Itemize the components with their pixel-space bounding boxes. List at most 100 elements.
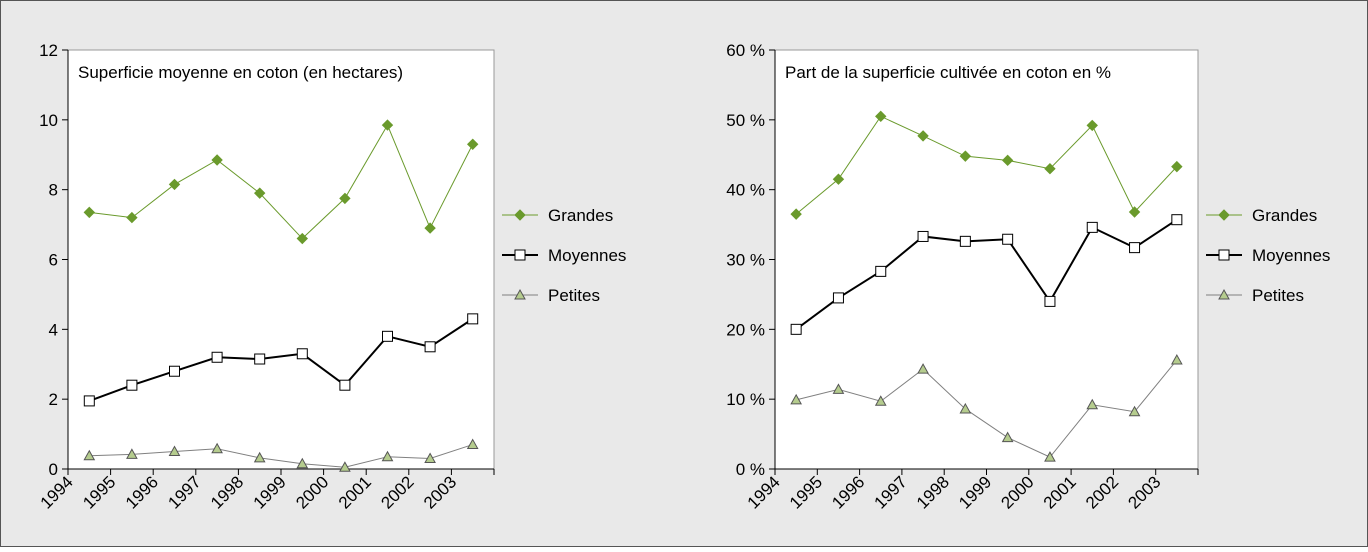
marker bbox=[168, 178, 181, 191]
marker bbox=[466, 138, 479, 150]
y-tick-label: 20 % bbox=[726, 320, 765, 339]
y-tick-label: 8 bbox=[49, 181, 58, 200]
marker bbox=[790, 393, 802, 405]
y-tick-label: 60 % bbox=[726, 41, 765, 60]
marker bbox=[1044, 295, 1056, 307]
marker bbox=[1171, 354, 1183, 365]
marker bbox=[296, 348, 308, 360]
marker bbox=[296, 232, 309, 245]
series-line bbox=[796, 359, 1178, 458]
marker bbox=[959, 402, 972, 414]
marker bbox=[211, 154, 223, 166]
marker bbox=[1002, 233, 1014, 245]
marker bbox=[381, 450, 394, 462]
marker bbox=[1044, 451, 1056, 462]
marker bbox=[1171, 214, 1183, 226]
marker bbox=[875, 265, 887, 277]
marker bbox=[1218, 288, 1230, 300]
marker bbox=[253, 187, 266, 199]
marker bbox=[832, 383, 845, 394]
chart-title: Superficie moyenne en coton (en hectares… bbox=[78, 63, 403, 82]
marker bbox=[1001, 431, 1014, 443]
marker bbox=[467, 313, 479, 325]
y-tick-label: 12 bbox=[39, 41, 58, 60]
marker bbox=[1086, 398, 1099, 410]
marker bbox=[296, 457, 309, 469]
marker bbox=[83, 206, 96, 219]
marker bbox=[917, 230, 929, 242]
legend-label: Moyennes bbox=[548, 246, 626, 265]
marker bbox=[168, 445, 181, 457]
line-chart: Superficie moyenne en coton (en hectares… bbox=[37, 41, 627, 513]
marker bbox=[917, 130, 929, 142]
y-tick-label: 0 bbox=[49, 460, 58, 479]
marker bbox=[339, 461, 351, 472]
marker bbox=[254, 353, 266, 365]
marker bbox=[126, 379, 138, 391]
marker bbox=[1086, 119, 1098, 132]
y-tick-label: 10 bbox=[39, 111, 58, 130]
marker bbox=[874, 395, 887, 406]
series-line bbox=[88, 318, 474, 402]
marker bbox=[424, 452, 436, 464]
marker bbox=[1128, 405, 1141, 417]
marker bbox=[382, 330, 393, 342]
y-tick-label: 50 % bbox=[726, 111, 765, 130]
marker bbox=[381, 119, 394, 131]
y-tick-label: 0 % bbox=[736, 460, 765, 479]
marker bbox=[424, 222, 436, 234]
marker bbox=[211, 351, 223, 363]
marker bbox=[514, 249, 526, 261]
marker bbox=[832, 292, 844, 304]
marker bbox=[1128, 206, 1141, 218]
marker bbox=[339, 192, 351, 205]
y-tick-label: 30 % bbox=[726, 251, 765, 270]
line-chart: Part de la superficie cultivée en coton … bbox=[726, 41, 1330, 513]
series-line bbox=[795, 115, 1178, 215]
plot-area bbox=[774, 49, 1199, 470]
marker bbox=[126, 211, 138, 224]
legend-label: Grandes bbox=[548, 206, 613, 225]
marker bbox=[1044, 163, 1056, 175]
marker bbox=[1171, 160, 1183, 173]
y-tick-label: 4 bbox=[49, 320, 58, 339]
marker bbox=[253, 451, 266, 463]
chart-title: Part de la superficie cultivée en coton … bbox=[785, 63, 1111, 82]
series-line bbox=[89, 123, 474, 240]
marker bbox=[126, 448, 138, 459]
marker bbox=[514, 288, 526, 300]
y-tick-label: 10 % bbox=[726, 390, 765, 409]
marker bbox=[875, 110, 887, 123]
marker bbox=[169, 365, 180, 377]
marker bbox=[1218, 209, 1230, 221]
series-line bbox=[89, 444, 473, 468]
marker bbox=[466, 438, 479, 450]
marker bbox=[83, 449, 96, 461]
marker bbox=[917, 363, 929, 374]
marker bbox=[1218, 249, 1230, 261]
marker bbox=[959, 150, 972, 162]
marker bbox=[790, 323, 802, 335]
marker bbox=[83, 395, 95, 407]
legend-label: Petites bbox=[1252, 286, 1304, 305]
marker bbox=[211, 442, 223, 454]
legend-label: Moyennes bbox=[1252, 246, 1330, 265]
marker bbox=[1086, 221, 1098, 233]
legend-label: Petites bbox=[548, 286, 600, 305]
marker bbox=[790, 208, 802, 220]
marker bbox=[1129, 242, 1141, 254]
y-tick-label: 6 bbox=[49, 251, 58, 270]
marker bbox=[339, 379, 351, 391]
plot-area bbox=[67, 49, 495, 470]
marker bbox=[959, 235, 971, 247]
marker bbox=[424, 341, 436, 353]
marker bbox=[832, 173, 845, 185]
y-tick-label: 40 % bbox=[726, 181, 765, 200]
y-tick-label: 2 bbox=[49, 390, 58, 409]
legend-label: Grandes bbox=[1252, 206, 1317, 225]
marker bbox=[1001, 154, 1014, 167]
marker bbox=[514, 209, 526, 221]
series-line bbox=[795, 218, 1178, 331]
